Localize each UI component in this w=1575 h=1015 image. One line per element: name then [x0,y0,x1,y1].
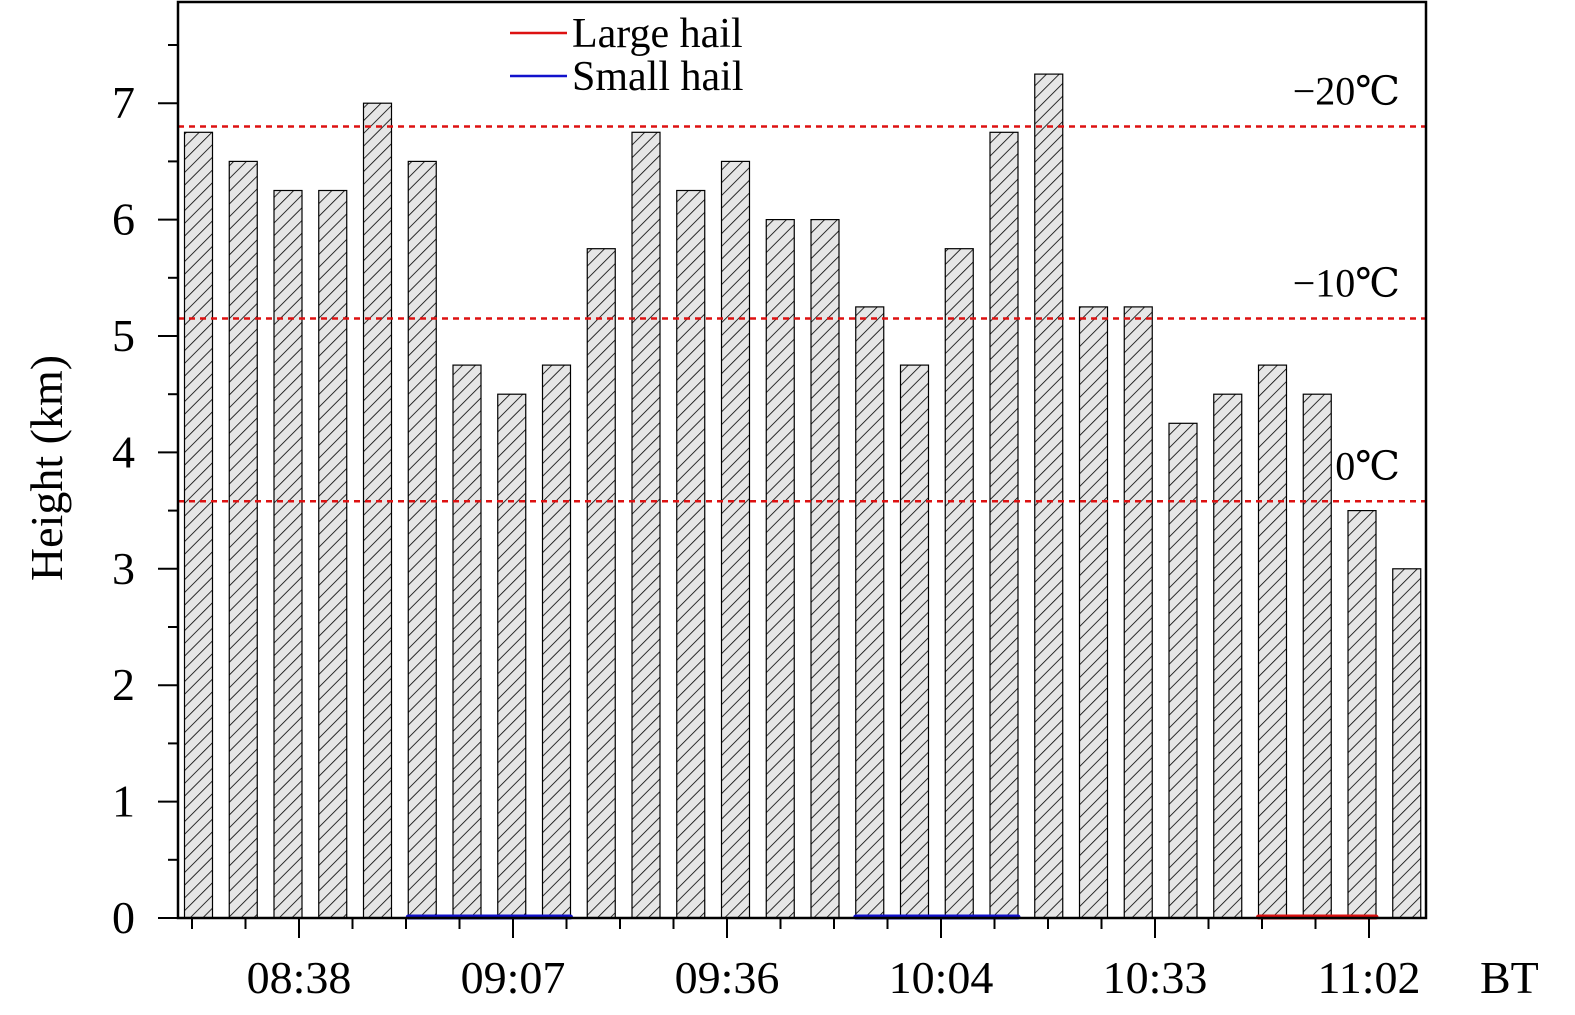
bar [183,131,214,919]
bar [720,160,751,919]
bar [497,393,527,919]
legend-label: Large hail [572,11,743,57]
bar [362,102,393,919]
bar [855,306,885,919]
bar [541,364,572,919]
isotherm-label: 0℃ [1335,443,1400,488]
isotherm-lines-group [178,125,1426,503]
plot-frame [176,0,1428,920]
bar [1123,306,1153,919]
isotherm-labels-group: −20℃ −10℃ 0℃ [1293,68,1400,488]
y-tick-label: 7 [112,77,135,128]
bars-group [183,73,1422,919]
x-tick-label: 10:04 [889,952,994,1003]
y-tick-label: 5 [112,310,135,361]
y-tick-label: 2 [112,659,135,710]
legend-label: Small hail [572,54,744,100]
bar [1392,568,1422,919]
bar [1257,364,1288,919]
x-tick-label: 09:36 [675,952,780,1003]
x-tick-label: 11:02 [1317,952,1420,1003]
bar [765,219,795,919]
y-axis: 0 1 2 3 4 5 6 7 [112,44,178,943]
bar [899,364,930,919]
y-axis-title: Height (km) [21,355,72,581]
x-axis-title: BT [1480,952,1539,1003]
bar [586,248,616,919]
bar [810,219,840,919]
bar [676,189,706,919]
isotherm-label: −10℃ [1293,261,1400,306]
y-tick-label: 6 [112,194,135,245]
bar [318,189,348,919]
bar [944,248,974,919]
x-tick-label: 09:07 [461,952,566,1003]
bar [228,160,258,919]
bar [631,131,661,919]
x-tick-label: 10:33 [1103,952,1208,1003]
bar [407,160,437,919]
bar [1213,393,1243,919]
x-axis: 08:38 09:07 09:36 10:04 10:33 11:02 [191,918,1421,1003]
bar [1302,393,1332,919]
bar [273,189,303,919]
x-tick-label: 08:38 [247,952,352,1003]
bar [1168,422,1198,919]
bar [989,131,1019,919]
y-tick-label: 0 [112,892,135,943]
y-tick-label: 3 [112,543,135,594]
bar [1347,510,1377,919]
bar [1034,73,1064,919]
y-tick-label: 1 [112,776,135,827]
y-tick-label: 4 [112,426,135,477]
bar [452,364,482,919]
isotherm-label: −20℃ [1293,68,1400,113]
bar [1078,306,1109,919]
